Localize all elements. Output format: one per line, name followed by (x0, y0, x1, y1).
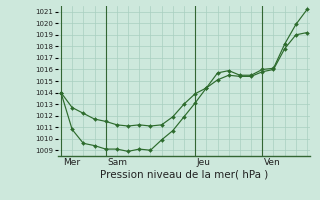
Text: Jeu: Jeu (197, 158, 211, 167)
Text: Mer: Mer (63, 158, 80, 167)
Text: Sam: Sam (108, 158, 127, 167)
X-axis label: Pression niveau de la mer( hPa ): Pression niveau de la mer( hPa ) (100, 170, 268, 180)
Text: Ven: Ven (264, 158, 281, 167)
